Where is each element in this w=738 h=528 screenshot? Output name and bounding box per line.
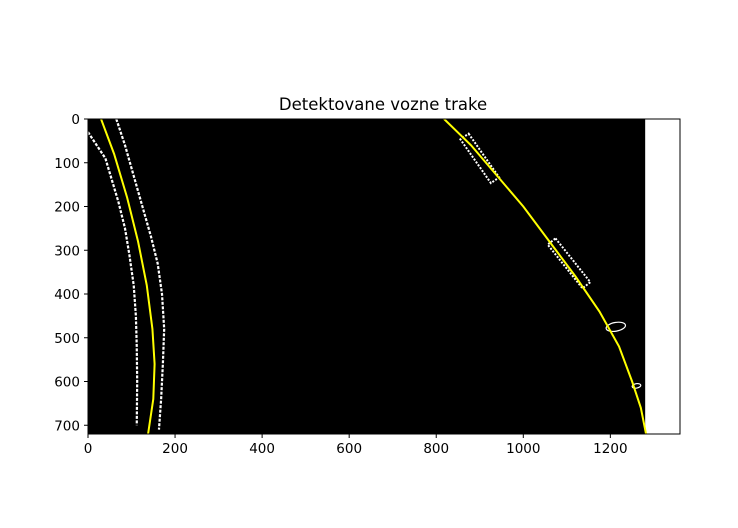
y-axis: 0 100 200 300 400 500 600 700 xyxy=(54,112,88,434)
axes: 0 200 400 600 800 1000 1200 0 100 200 300 400 500 60… xyxy=(54,112,681,457)
x-tick-label: 1200 xyxy=(593,441,627,457)
x-axis: 0 200 400 600 800 1000 1200 xyxy=(84,434,628,457)
y-tick-label: 200 xyxy=(54,200,80,216)
lane-fit-curves xyxy=(100,118,648,435)
left-lane-outer-edge xyxy=(87,131,139,426)
detected-lane-pixels xyxy=(87,118,642,430)
y-tick-label: 400 xyxy=(54,287,80,303)
y-tick-label: 0 xyxy=(71,112,80,128)
x-tick-label: 200 xyxy=(162,441,188,457)
right-lane-mark-2 xyxy=(631,382,642,389)
y-tick-label: 500 xyxy=(54,331,80,347)
lane-image xyxy=(88,119,646,434)
x-tick-label: 400 xyxy=(249,441,275,457)
x-tick-label: 1000 xyxy=(506,441,540,457)
x-tick-label: 600 xyxy=(336,441,362,457)
x-tick-label: 800 xyxy=(423,441,449,457)
y-tick-label: 600 xyxy=(54,375,80,391)
right-lane-fit xyxy=(443,118,648,435)
left-lane-inner-edge xyxy=(115,118,166,430)
axes-frame xyxy=(87,118,681,435)
left-lane-fit xyxy=(100,118,156,435)
right-lane-mark-1 xyxy=(605,321,627,333)
right-lane-segment-2 xyxy=(546,236,592,290)
y-tick-label: 100 xyxy=(54,156,80,172)
chart-title: Detektovane vozne trake xyxy=(279,95,487,114)
y-tick-label: 300 xyxy=(54,243,80,259)
x-tick-label: 0 xyxy=(84,441,93,457)
y-tick-label: 700 xyxy=(54,418,80,434)
